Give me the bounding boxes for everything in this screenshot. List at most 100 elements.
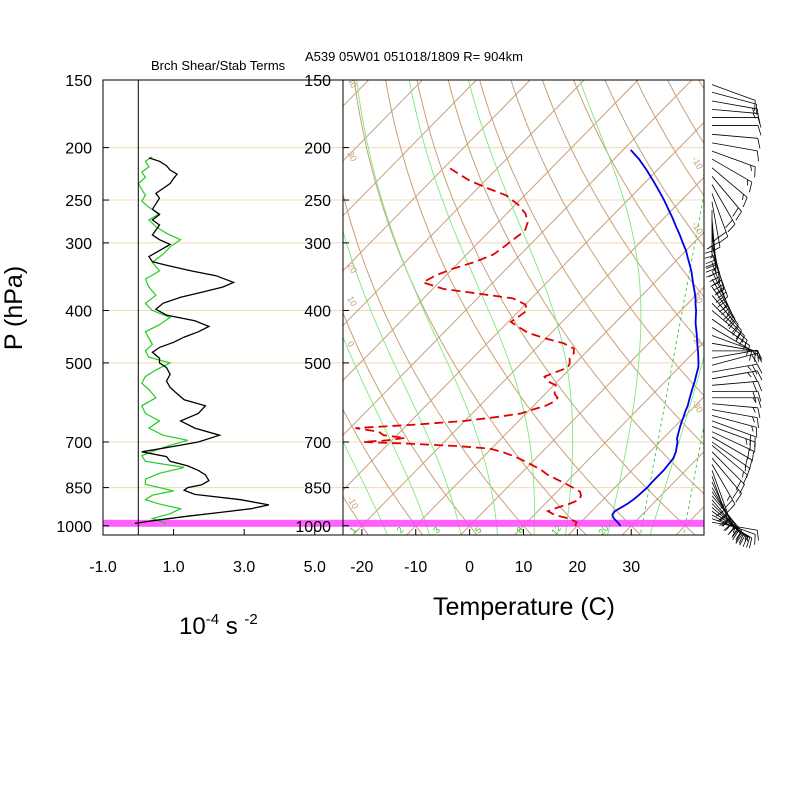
barb-shaft (711, 158, 753, 183)
barb-flag (745, 438, 748, 445)
wind-barb (711, 487, 736, 536)
barb-flag (735, 480, 742, 491)
isotherm-line (343, 80, 423, 162)
wind-barb (711, 193, 729, 244)
x-tick-label: 5.0 (304, 559, 326, 576)
y-tick-label: 150 (65, 73, 92, 90)
barb-flag (752, 381, 758, 392)
barb-flag (747, 372, 752, 378)
barb-flag (757, 381, 763, 392)
isotherm-line (460, 286, 704, 535)
barb-flag (732, 527, 736, 533)
stability-profile-line (137, 156, 188, 524)
left-edge-label: 10 (345, 294, 359, 308)
wind-barbs (705, 84, 763, 549)
barb-flag (705, 259, 716, 265)
sounding-title: A539 05W01 051018/1809 R= 904km (305, 49, 523, 64)
barb-shaft (711, 91, 757, 105)
wind-barb (711, 464, 736, 513)
y-tick-label: 700 (304, 435, 331, 452)
barb-shaft (711, 464, 736, 505)
units-exp1: -4 (206, 611, 219, 628)
barb-flag (742, 197, 748, 208)
barb-flag (742, 194, 744, 201)
dry-adiabat (343, 192, 532, 535)
barb-flag (727, 503, 736, 513)
barb-flag (751, 354, 758, 364)
moist-adiabat-label: 2 (395, 525, 406, 535)
moist-adiabat (408, 80, 535, 535)
barb-flag (717, 291, 727, 299)
x-tick-label: -10 (404, 559, 427, 576)
barb-flag (721, 518, 730, 527)
barb-flag (719, 296, 728, 304)
x-tick-label: 30 (622, 559, 640, 576)
barb-flag (757, 407, 761, 419)
barb-shaft (711, 380, 758, 386)
isotherm-line (343, 80, 639, 382)
x-tick-label: 0 (465, 559, 474, 576)
pressure-axis-left: 150 200 250 300 400 500 700 850 1000 (56, 73, 109, 536)
barb-shaft (711, 444, 748, 476)
barb-flag (717, 300, 727, 308)
barb-flag (719, 305, 728, 313)
barb-flag (757, 350, 762, 361)
y-tick-label: 250 (304, 193, 331, 210)
barb-flag (731, 529, 739, 538)
y-tick-label: 150 (304, 73, 331, 90)
barb-flag (729, 316, 734, 322)
barb-flag (749, 434, 751, 446)
barb-flag (757, 391, 762, 402)
barb-shaft (711, 270, 732, 313)
barb-shaft (711, 150, 756, 168)
moist-adiabat (579, 80, 642, 535)
wind-barb (711, 295, 742, 340)
wind-barb (711, 470, 729, 521)
barb-flag (752, 391, 757, 402)
temperature-axis: -20 -10 0 10 20 30 (350, 529, 640, 576)
barb-shaft (711, 476, 729, 520)
wind-barb (711, 414, 758, 438)
isotherm-line (352, 176, 704, 535)
barb-flag (754, 100, 756, 111)
barb-flag (749, 537, 753, 549)
wind-barb (711, 158, 753, 193)
barb-flag (706, 264, 717, 270)
wind-barb (712, 350, 762, 361)
dry-adiabat (573, 80, 704, 298)
barb-shaft (711, 318, 750, 346)
isotherm-line (514, 341, 704, 535)
wind-barb (712, 117, 762, 128)
plot-frame (102, 79, 705, 536)
barb-flag (752, 416, 755, 423)
wind-barb (711, 409, 759, 429)
y-tick-label: 700 (65, 435, 92, 452)
y-tick-label: 850 (304, 481, 331, 498)
barb-flag (709, 241, 720, 248)
wind-barb (711, 109, 761, 124)
barb-flag (739, 535, 745, 546)
barb-shaft (711, 201, 721, 248)
shear-axis-units: 10-4 s -2 (179, 611, 258, 640)
barb-flag (735, 530, 742, 540)
barb-shaft (711, 507, 748, 538)
wind-barb (711, 167, 748, 208)
surface-layer-band (103, 519, 704, 527)
isotherm-line (406, 231, 704, 535)
barb-flag (749, 181, 753, 193)
left-panel-title: Brch Shear/Stab Terms (151, 58, 286, 73)
isotherm-line (567, 396, 704, 535)
barb-flag (720, 503, 725, 510)
barb-flag (752, 112, 756, 119)
y-tick-label: 1000 (56, 519, 92, 536)
x-tick-label: 20 (568, 559, 586, 576)
x-tick-label: -20 (350, 559, 373, 576)
barb-shaft (711, 352, 757, 366)
wind-barb (711, 150, 756, 178)
dry-adiabat (343, 408, 424, 535)
barb-flag (746, 345, 751, 356)
moist-adiabat-label: 20 (596, 523, 610, 537)
left-edge-label: 30 (345, 149, 359, 163)
moist-adiabat (343, 336, 431, 535)
barb-flag (735, 211, 742, 221)
